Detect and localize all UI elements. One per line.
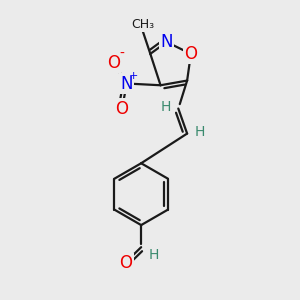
Text: O: O	[184, 45, 197, 63]
Text: O: O	[119, 254, 132, 272]
Text: O: O	[115, 100, 128, 118]
Text: H: H	[194, 125, 205, 139]
Text: +: +	[128, 71, 138, 81]
Text: H: H	[148, 248, 159, 262]
Text: CH₃: CH₃	[131, 18, 154, 31]
Text: N: N	[160, 33, 173, 51]
Text: O: O	[107, 54, 120, 72]
Text: N: N	[120, 75, 133, 93]
Text: H: H	[161, 100, 171, 114]
Text: -: -	[119, 47, 124, 61]
